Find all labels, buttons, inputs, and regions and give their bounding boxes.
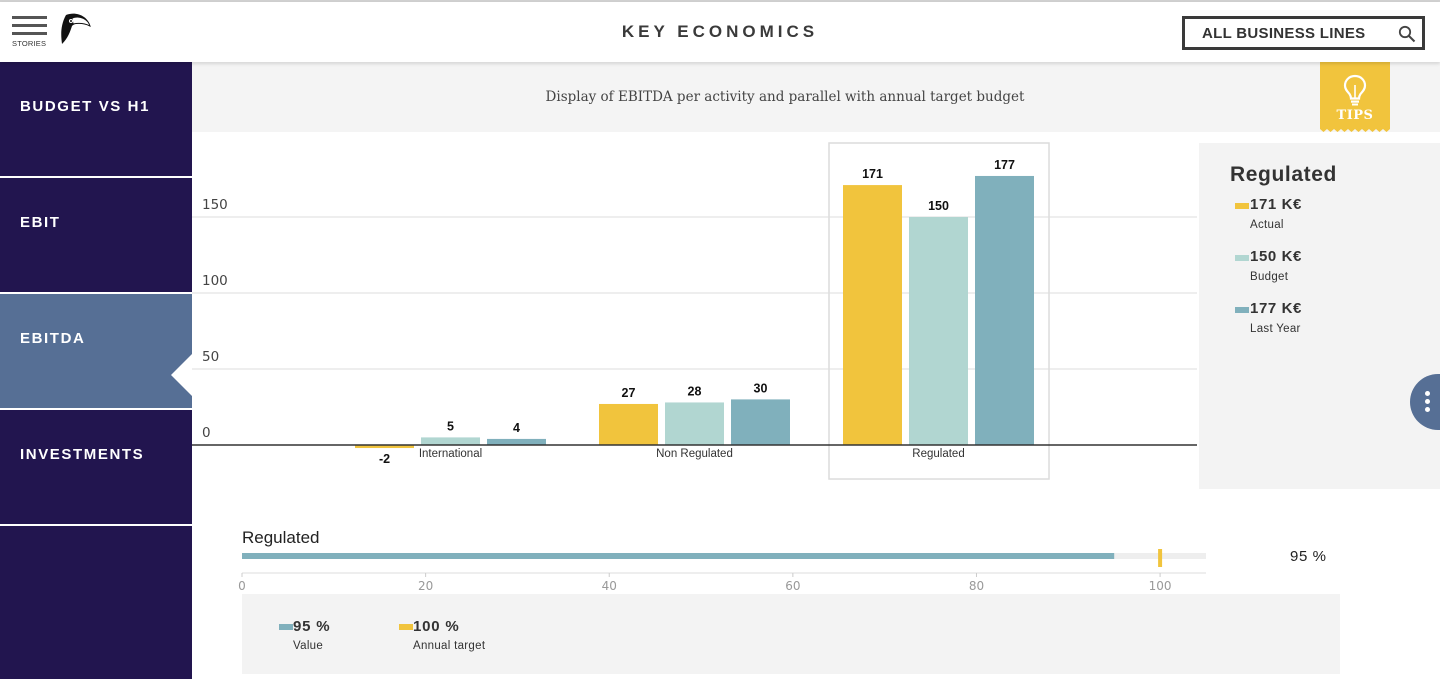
bar-last-year[interactable]	[975, 175, 1034, 445]
bar-value-label: 27	[622, 386, 636, 400]
bar-budget[interactable]	[909, 217, 968, 445]
sidebar: BUDGET VS H1 EBIT EBITDA INVESTMENTS	[0, 62, 192, 679]
legend-swatch	[399, 624, 413, 630]
app-header: STORIES KEY ECONOMICS ALL BUSINESS LINES	[0, 2, 1440, 62]
bar-value-label: 30	[754, 381, 768, 395]
menu-icon-bar	[12, 16, 47, 19]
legend-panel-title: Regulated	[1230, 163, 1337, 186]
progress-legend-value: 95 % Value	[279, 618, 429, 661]
menu-icon-bar	[12, 24, 47, 27]
y-tick-label: 0	[202, 425, 211, 441]
progress-tick-label: 60	[785, 579, 800, 593]
progress-tick-label: 100	[1149, 579, 1172, 593]
legend-label: Annual target	[413, 640, 486, 652]
chart-description: Display of EBITDA per activity and paral…	[545, 89, 1025, 105]
legend-value: 171 K€	[1250, 196, 1302, 213]
progress-value-bar	[242, 553, 1115, 559]
legend-item-actual: 171 K€ Actual	[1235, 196, 1435, 243]
legend-label: Last Year	[1250, 323, 1301, 335]
description-band	[192, 62, 1440, 132]
menu-icon-bar	[12, 32, 47, 35]
progress-percent: 95 %	[1290, 548, 1327, 565]
progress-tick-label: 20	[418, 579, 433, 593]
sidebar-item-label: INVESTMENTS	[20, 446, 145, 463]
active-item-indicator	[171, 354, 192, 396]
tips-ribbon-edge	[1320, 127, 1390, 132]
stories-menu-label: STORIES	[12, 39, 47, 48]
progress-tick-label: 80	[969, 579, 984, 593]
legend-label: Value	[293, 640, 324, 652]
more-dots-icon	[1425, 399, 1430, 404]
lightbulb-icon	[1343, 74, 1367, 106]
progress-bar-chart: 0 20 40 60 80 100	[238, 549, 1206, 593]
stories-menu-button[interactable]: STORIES	[12, 16, 48, 50]
legend-value: 177 K€	[1250, 300, 1302, 317]
bar-last-year[interactable]	[487, 438, 546, 445]
sidebar-item-label: BUDGET VS H1	[20, 98, 151, 115]
business-line-selector[interactable]: ALL BUSINESS LINES	[1182, 16, 1425, 50]
legend-label: Budget	[1250, 271, 1289, 283]
bar-actual[interactable]	[355, 445, 414, 449]
category-label: International	[419, 448, 482, 460]
sidebar-item-ebit[interactable]: EBIT	[0, 178, 192, 292]
legend-label: Actual	[1250, 219, 1284, 231]
legend-swatch	[1235, 255, 1249, 261]
bar-value-label: 171	[862, 167, 883, 181]
progress-legend-target: 100 % Annual target	[399, 618, 549, 661]
legend-value: 100 %	[413, 618, 460, 635]
sidebar-divider	[0, 524, 192, 526]
legend-item-budget: 150 K€ Budget	[1235, 248, 1435, 295]
legend-swatch	[1235, 203, 1249, 209]
y-tick-label: 50	[202, 349, 219, 365]
bar-value-label: 28	[688, 384, 702, 398]
sidebar-item-label: EBIT	[20, 214, 61, 231]
legend-value: 150 K€	[1250, 248, 1302, 265]
bar-last-year[interactable]	[731, 399, 790, 445]
progress-legend: 95 % Value 100 % Annual target	[242, 594, 1340, 674]
progress-tick-label: 0	[238, 579, 246, 593]
sidebar-item-investments[interactable]: INVESTMENTS	[0, 410, 192, 524]
window-top-border	[0, 0, 1440, 2]
bar-budget[interactable]	[421, 437, 480, 445]
sidebar-divider	[0, 292, 192, 294]
tips-button[interactable]: TIPS	[1320, 62, 1390, 128]
legend-swatch	[1235, 307, 1249, 313]
bar-value-label: 4	[513, 421, 520, 435]
legend-value: 95 %	[293, 618, 331, 635]
bar-value-label: -2	[379, 452, 390, 466]
bar-value-label: 177	[994, 158, 1015, 172]
chart-legend-panel: Regulated 171 K€ Actual 150 K€ Budget 17…	[1199, 143, 1440, 489]
sidebar-item-budget-vs-h1[interactable]: BUDGET VS H1	[0, 62, 192, 176]
selected-category-highlight	[828, 142, 1050, 480]
sidebar-divider	[0, 176, 192, 178]
search-icon[interactable]	[1398, 25, 1416, 43]
y-tick-label: 100	[202, 273, 228, 289]
y-tick-label: 150	[202, 197, 228, 213]
bar-value-label: 5	[447, 419, 454, 433]
sidebar-item-label: EBITDA	[20, 330, 86, 347]
bar-budget[interactable]	[665, 402, 724, 445]
category-label: Regulated	[912, 448, 964, 460]
business-line-value: ALL BUSINESS LINES	[1202, 25, 1366, 42]
bar-value-label: 150	[928, 199, 949, 213]
progress-tick-label: 40	[602, 579, 617, 593]
legend-swatch	[279, 624, 293, 630]
sidebar-divider	[0, 408, 192, 410]
more-dots-icon	[1425, 391, 1430, 396]
bar-actual[interactable]	[599, 403, 658, 445]
category-label: Non Regulated	[656, 448, 733, 460]
progress-target-marker	[1158, 549, 1163, 567]
bar-actual[interactable]	[843, 185, 902, 445]
tips-label: TIPS	[1336, 108, 1374, 123]
more-dots-icon	[1425, 407, 1430, 412]
ebitda-bar-chart: 0 50 100 150 -2 5 4 International 27 28 30 Non Regu…	[192, 142, 1197, 480]
sidebar-item-ebitda[interactable]: EBITDA	[0, 294, 192, 408]
toucan-logo-icon[interactable]	[58, 12, 92, 46]
progress-title: Regulated	[242, 528, 320, 547]
page-title: KEY ECONOMICS	[621, 22, 819, 41]
legend-item-last-year: 177 K€ Last Year	[1235, 300, 1435, 347]
